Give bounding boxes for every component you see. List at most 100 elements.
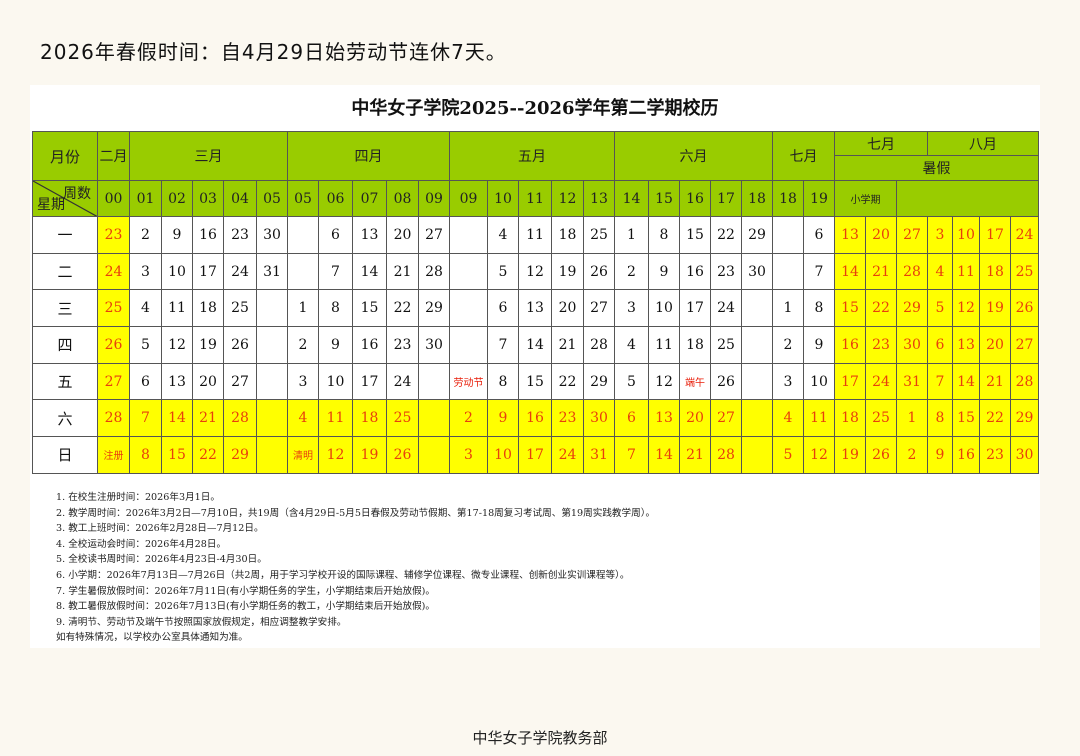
day-cell: 9 [161,216,193,254]
day-cell: 18 [352,399,387,438]
day-cell: 28 [710,436,742,474]
day-cell: 2 [896,436,928,474]
note-line: 8. 教工暑假放假时间：2026年7月13日(有小学期任务的教工，小学期结束后开… [56,601,436,613]
day-cell: 24 [865,362,897,401]
day-cell: 20 [192,362,224,401]
day-cell: 27 [97,362,130,401]
week-number: 05 [287,180,319,217]
day-cell: 24 [223,252,257,291]
day-cell: 27 [710,399,742,438]
week-number: 05 [256,180,288,217]
weekday-label: 四 [32,326,98,364]
day-cell: 20 [386,216,419,254]
day-cell: 23 [710,252,742,291]
day-cell: 18 [679,326,711,364]
week-number: 12 [551,180,584,217]
day-cell: 16 [518,399,552,438]
day-cell: 4 [487,216,519,254]
day-cell: 25 [223,289,257,328]
notes: 1. 在校生注册时间：2026年3月1日。 2. 教学周时间：2026年3月2日—… [56,490,655,646]
day-cell: 1 [287,289,319,328]
day-cell: 31 [256,252,288,291]
summer-vacation-label: 暑假 [834,155,1039,181]
empty-day-cell [256,289,288,328]
week-number: 02 [161,180,193,217]
day-cell: 31 [896,362,928,401]
day-cell: 3 [287,362,319,401]
day-cell: 21 [192,399,224,438]
day-cell: 17 [834,362,866,401]
day-cell: 11 [518,216,552,254]
day-cell: 23 [979,436,1011,474]
day-cell: 11 [161,289,193,328]
weekday-label: 三 [32,289,98,328]
day-cell: 24 [551,436,584,474]
day-cell: 12 [952,289,980,328]
day-cell: 29 [418,289,450,328]
day-cell: 14 [952,362,980,401]
empty-day-cell [449,289,488,328]
day-cell: 13 [648,399,680,438]
day-cell: 12 [161,326,193,364]
day-cell: 14 [161,399,193,438]
summer-month-aug: 八月 [927,131,1039,156]
day-cell: 27 [418,216,450,254]
week-number: 04 [223,180,257,217]
week-number: 07 [352,180,387,217]
day-cell: 20 [979,326,1011,364]
week-number: 06 [318,180,353,217]
day-cell: 清明 [287,436,319,474]
note-line: 2. 教学周时间：2026年3月2日—7月10日，共19周（含4月29日-5月5… [56,507,656,519]
day-cell: 1 [614,216,649,254]
day-cell: 25 [583,216,615,254]
day-cell: 8 [927,399,953,438]
day-cell: 29 [896,289,928,328]
day-cell: 10 [487,436,519,474]
day-cell: 9 [803,326,835,364]
week-number: 13 [583,180,615,217]
day-cell: 5 [614,362,649,401]
day-cell: 18 [979,252,1011,291]
day-cell: 10 [803,362,835,401]
week-number: 17 [710,180,742,217]
day-cell: 26 [583,252,615,291]
day-cell: 16 [192,216,224,254]
day-cell: 26 [386,436,419,474]
day-cell: 8 [129,436,162,474]
month-may: 五月 [449,131,615,181]
day-cell: 23 [223,216,257,254]
empty-day-cell [741,399,773,438]
day-cell: 8 [318,289,353,328]
empty-day-cell [256,399,288,438]
day-cell: 24 [1010,216,1039,254]
day-cell: 27 [223,362,257,401]
weekday-row: 四 26 5 12 19 26 2 9 16 23 30 7 14 21 28 4 11 18 25 2 9 16 23 30… [32,326,1039,364]
empty-day-cell [287,252,319,291]
empty-day-cell [256,326,288,364]
empty-day-cell [449,216,488,254]
note-line: 1. 在校生注册时间：2026年3月1日。 [56,492,220,503]
day-cell: 21 [865,252,897,291]
day-cell: 6 [129,362,162,401]
calendar-title: 中华女子学院2025--2026学年第二学期校历 [351,98,719,119]
day-cell: 4 [927,252,953,291]
day-cell: 6 [927,326,953,364]
day-cell: 18 [834,399,866,438]
day-cell: 10 [648,289,680,328]
day-cell: 25 [386,399,419,438]
day-cell: 12 [648,362,680,401]
week-number: 11 [518,180,552,217]
month-apr: 四月 [287,131,450,181]
day-cell: 12 [803,436,835,474]
day-cell: 28 [896,252,928,291]
empty-day-cell [418,362,450,401]
day-cell: 14 [648,436,680,474]
empty-day-cell [772,216,804,254]
calendar-card: 中华女子学院2025--2026学年第二学期校历 月份 二月 三月 四月 五月 … [30,85,1040,648]
day-cell: 13 [161,362,193,401]
day-cell: 15 [518,362,552,401]
day-cell: 14 [518,326,552,364]
month-jul: 七月 [772,131,835,181]
corner-weekday-label: 星期 [37,197,65,213]
empty-day-cell [449,252,488,291]
